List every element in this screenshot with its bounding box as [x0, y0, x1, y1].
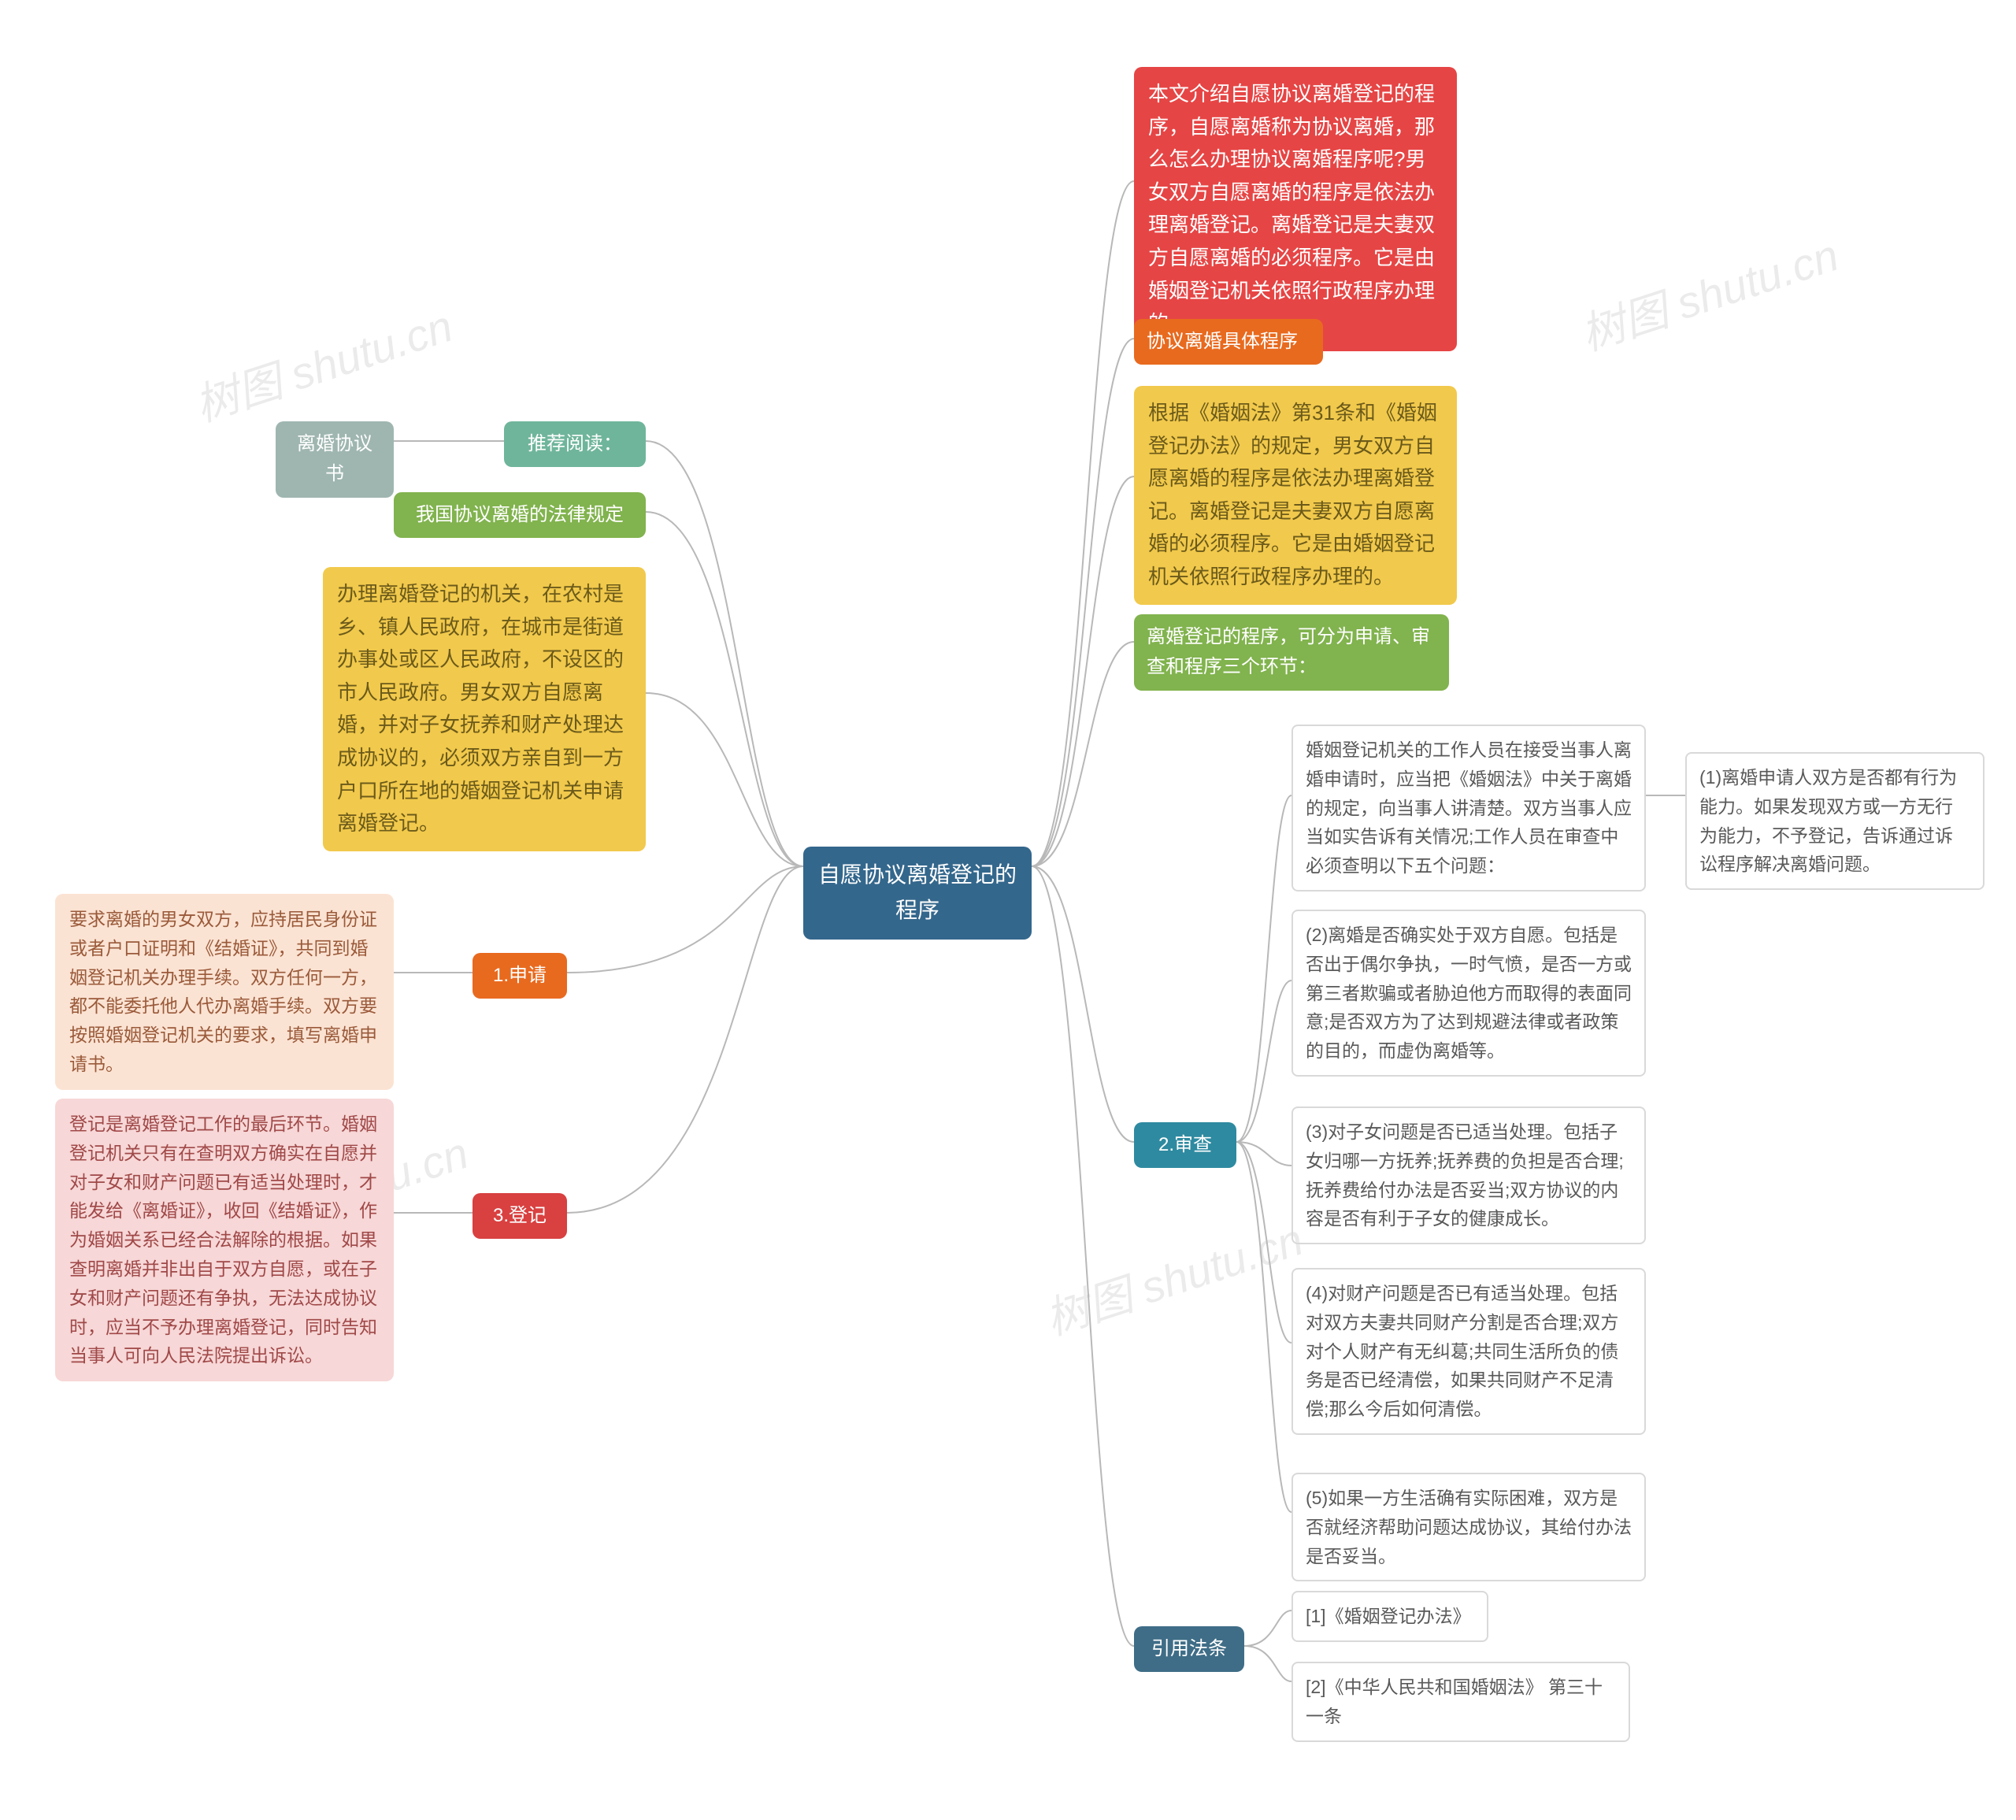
citation-1: [1]《婚姻登记办法》 [1292, 1591, 1488, 1642]
review-item-4: (4)对财产问题是否已有适当处理。包括对双方夫妻共同财产分割是否合理;双方对个人… [1292, 1268, 1646, 1435]
procedure-node: 协议离婚具体程序 [1134, 319, 1323, 365]
citation-2: [2]《中华人民共和国婚姻法》 第三十一条 [1292, 1662, 1630, 1742]
root-node: 自愿协议离婚登记的程序 [803, 847, 1032, 940]
review-node: 2.审查 [1134, 1122, 1236, 1168]
apply-child: 要求离婚的男女双方，应持居民身份证或者户口证明和《结婚证》，共同到婚姻登记机关办… [55, 894, 394, 1090]
register-child: 登记是离婚登记工作的最后环节。婚姻登记机关只有在查明双方确实在自愿并对子女和财产… [55, 1099, 394, 1381]
basis-node: 根据《婚姻法》第31条和《婚姻登记办法》的规定，男女双方自愿离婚的程序是依法办理… [1134, 386, 1457, 605]
apply-node: 1.申请 [472, 953, 567, 999]
review-item-2: (2)离婚是否确实处于双方自愿。包括是否出于偶尔争执，一时气愤，是否一方或第三者… [1292, 910, 1646, 1077]
review-item-5: (5)如果一方生活确有实际困难，双方是否就经济帮助问题达成协议，其给付办法是否妥… [1292, 1473, 1646, 1581]
watermark: 树图 shutu.cn [1572, 221, 1846, 364]
watermark: 树图 shutu.cn [186, 291, 460, 435]
watermark: 树图 shutu.cn [1036, 1205, 1310, 1348]
citations-node: 引用法条 [1134, 1626, 1244, 1672]
phases-node: 离婚登记的程序，可分为申请、审查和程序三个环节： [1134, 614, 1449, 691]
intro-node: 本文介绍自愿协议离婚登记的程序，自愿离婚称为协议离婚，那么怎么办理协议离婚程序呢… [1134, 67, 1457, 351]
register-node: 3.登记 [472, 1193, 567, 1239]
law-node: 我国协议离婚的法律规定 [394, 492, 646, 538]
review-header-child: (1)离婚申请人双方是否都有行为能力。如果发现双方或一方无行为能力，不予登记，告… [1685, 752, 1984, 890]
agency-node: 办理离婚登记的机关，在农村是乡、镇人民政府，在城市是街道办事处或区人民政府，不设… [323, 567, 646, 851]
review-item-3: (3)对子女问题是否已适当处理。包括子女归哪一方抚养;抚养费的负担是否合理;抚养… [1292, 1106, 1646, 1244]
recommend-node: 推荐阅读： [504, 421, 646, 467]
review-header: 婚姻登记机关的工作人员在接受当事人离婚申请时，应当把《婚姻法》中关于离婚的规定，… [1292, 725, 1646, 891]
recommend-child: 离婚协议书 [276, 421, 394, 498]
